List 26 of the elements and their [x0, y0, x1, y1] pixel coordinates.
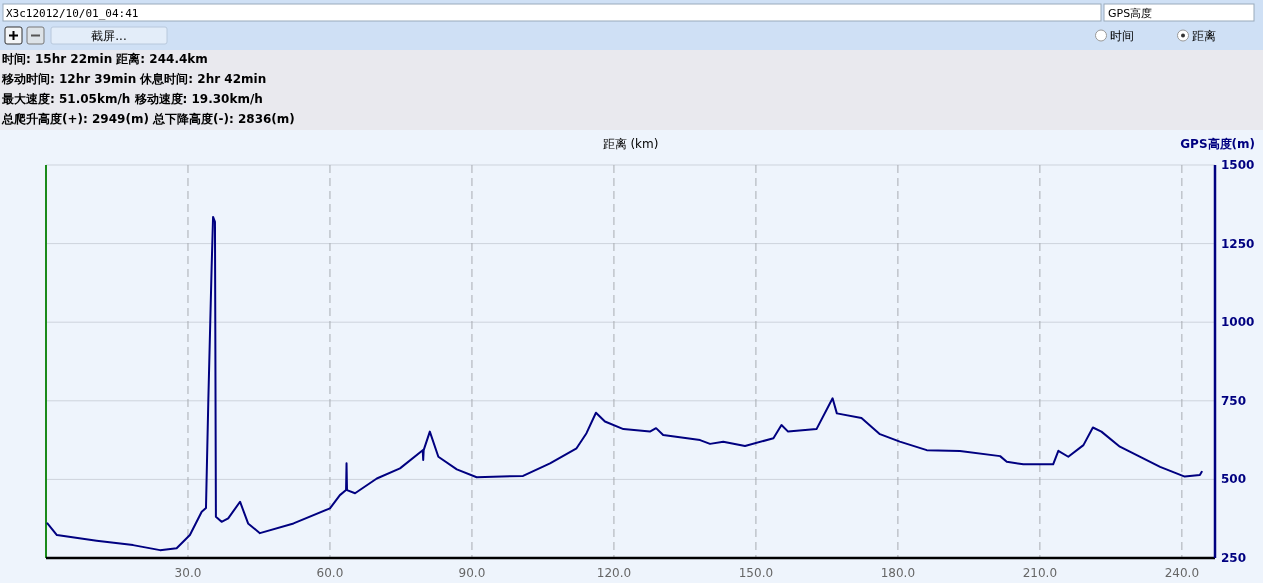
- x-tick-label: 60.0: [316, 566, 344, 580]
- x-tick-label: 90.0: [458, 566, 486, 580]
- y-tick-label: 1500: [1221, 158, 1255, 172]
- y-tick-label: 500: [1221, 472, 1247, 487]
- x-tick-label: 150.0: [738, 566, 774, 580]
- line-series: [46, 215, 1203, 552]
- x-tick-label: 240.0: [1164, 566, 1200, 580]
- x-tick-label: 210.0: [1022, 566, 1058, 580]
- y-tick-label: 750: [1221, 393, 1247, 408]
- text: 时间: 15hr 22min 距离: 244.4km: [2, 52, 208, 66]
- x-tick-label: 120.0: [596, 566, 632, 580]
- text: 总爬升高度(+): 2949(m) 总下降高度(-): 2836(m): [1, 112, 295, 126]
- y-axis-title: GPS高度(m): [1180, 137, 1255, 151]
- text: 时间: [1110, 29, 1134, 43]
- text: 截屏...: [91, 29, 127, 43]
- y-tick-label: 1250: [1221, 236, 1255, 251]
- text: X3c12012/10/01_04:41: [6, 7, 139, 20]
- x-axis-title: 距离 (km): [602, 137, 659, 151]
- x-tick-label: 30.0: [174, 566, 202, 580]
- text: 距离: [1192, 29, 1216, 43]
- text: GPS高度: [1108, 7, 1153, 20]
- y-tick-label: 250: [1221, 551, 1247, 565]
- text: 移动时间: 12hr 39min 休息时间: 2hr 42min: [1, 72, 267, 86]
- y-tick-label: 1000: [1221, 315, 1255, 330]
- text: 最大速度: 51.05km/h 移动速度: 19.30km/h: [1, 92, 263, 106]
- x-tick-label: 180.0: [880, 566, 916, 580]
